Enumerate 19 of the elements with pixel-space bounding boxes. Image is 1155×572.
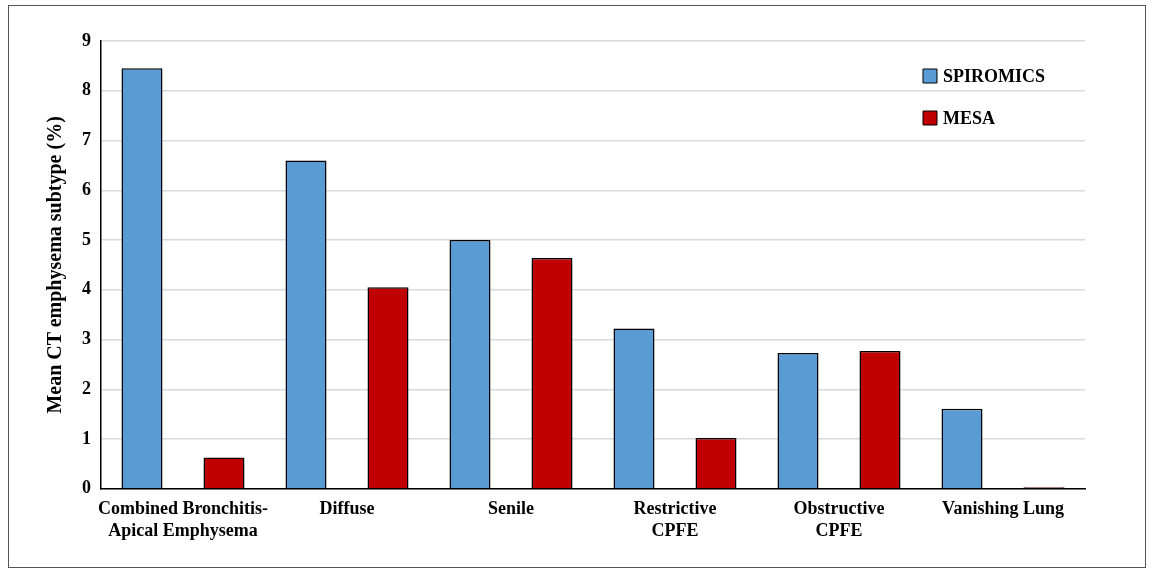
x-tick-label: Vanishing Lung bbox=[942, 498, 1064, 519]
x-tick-label: Senile bbox=[487, 498, 535, 519]
y-tick-label: 9 bbox=[82, 29, 91, 50]
y-tick-label: 0 bbox=[82, 477, 91, 498]
legend-label: MESA bbox=[942, 107, 995, 128]
y-tick-label: 5 bbox=[82, 228, 91, 249]
legend-label: SPIROMICS bbox=[942, 65, 1045, 86]
y-tick-label: 1 bbox=[82, 427, 91, 448]
y-tick-label: 8 bbox=[82, 79, 91, 100]
x-tick-label: Diffuse bbox=[319, 498, 375, 519]
y-tick-label: 6 bbox=[82, 178, 91, 199]
y-tick-label: 3 bbox=[82, 328, 91, 349]
x-tick-label: Obstructive CPFE bbox=[793, 498, 885, 540]
y-axis-title: Mean CT emphysema subtype (%) bbox=[43, 116, 67, 414]
y-tick-label: 7 bbox=[82, 129, 91, 150]
x-tick-label: Restrictive CPFE bbox=[633, 498, 717, 540]
y-tick-label: 4 bbox=[82, 278, 91, 299]
y-tick-label: 2 bbox=[82, 377, 91, 398]
x-tick-label: Combined Bronchitis- Apical Emphysema bbox=[97, 498, 269, 540]
